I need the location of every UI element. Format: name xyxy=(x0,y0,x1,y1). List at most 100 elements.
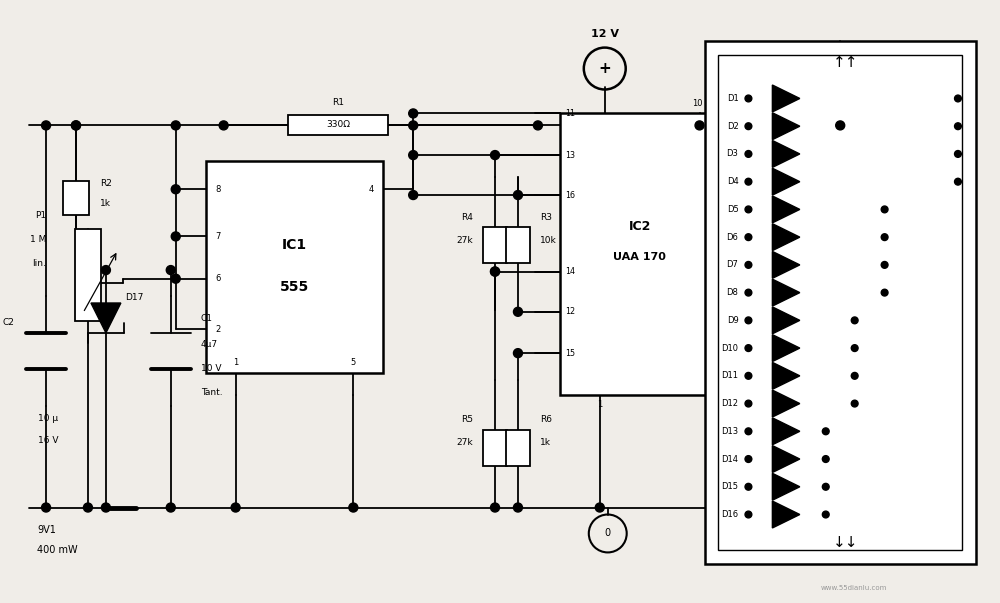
Text: 10k: 10k xyxy=(540,236,557,245)
Circle shape xyxy=(171,121,180,130)
Text: D17: D17 xyxy=(125,292,143,302)
Text: D14: D14 xyxy=(721,455,738,464)
Circle shape xyxy=(513,503,522,512)
Text: 5: 5 xyxy=(351,358,356,367)
Circle shape xyxy=(513,308,522,317)
Text: 400 mW: 400 mW xyxy=(37,546,78,555)
Circle shape xyxy=(409,191,418,200)
Polygon shape xyxy=(772,196,800,223)
Text: 8: 8 xyxy=(215,185,220,194)
Circle shape xyxy=(409,121,418,130)
Text: D1: D1 xyxy=(727,94,738,103)
Bar xyxy=(506,227,530,263)
Text: 10: 10 xyxy=(692,99,703,108)
Text: 1: 1 xyxy=(233,358,238,367)
Bar xyxy=(705,40,976,564)
Text: ↓↓: ↓↓ xyxy=(832,535,858,550)
Polygon shape xyxy=(772,224,800,251)
Text: D16: D16 xyxy=(721,510,738,519)
Text: IC1: IC1 xyxy=(282,238,307,252)
Circle shape xyxy=(745,95,752,102)
Text: 2: 2 xyxy=(705,306,710,315)
Text: 9V1: 9V1 xyxy=(37,525,56,535)
Polygon shape xyxy=(772,446,800,473)
Circle shape xyxy=(166,265,175,274)
Polygon shape xyxy=(772,362,800,390)
Circle shape xyxy=(42,121,51,130)
Circle shape xyxy=(745,151,752,157)
Text: D4: D4 xyxy=(727,177,738,186)
Text: 0: 0 xyxy=(605,528,611,538)
Bar xyxy=(560,113,719,395)
Bar xyxy=(288,115,388,136)
Circle shape xyxy=(219,121,228,130)
Polygon shape xyxy=(91,303,121,333)
Bar xyxy=(75,229,101,321)
Bar xyxy=(718,54,962,551)
Circle shape xyxy=(171,185,180,194)
Text: 16: 16 xyxy=(565,191,575,200)
Bar xyxy=(206,162,383,373)
Circle shape xyxy=(71,121,80,130)
Circle shape xyxy=(533,121,542,130)
Text: 13: 13 xyxy=(565,151,575,160)
Text: 10 μ: 10 μ xyxy=(38,414,58,423)
Circle shape xyxy=(745,428,752,435)
Text: D11: D11 xyxy=(721,371,738,380)
Circle shape xyxy=(491,151,500,160)
Text: 16 V: 16 V xyxy=(38,436,58,445)
Circle shape xyxy=(745,234,752,241)
Polygon shape xyxy=(772,390,800,417)
Circle shape xyxy=(745,484,752,490)
Text: R6: R6 xyxy=(540,415,552,425)
Text: 14: 14 xyxy=(565,267,575,276)
Circle shape xyxy=(745,456,752,463)
Text: P1: P1 xyxy=(35,210,46,219)
Circle shape xyxy=(745,262,752,268)
Text: 6: 6 xyxy=(705,375,710,384)
Polygon shape xyxy=(772,307,800,334)
Circle shape xyxy=(491,267,500,276)
Circle shape xyxy=(822,456,829,463)
Circle shape xyxy=(745,289,752,296)
Circle shape xyxy=(491,267,500,276)
Text: A: A xyxy=(729,168,736,177)
Circle shape xyxy=(745,317,752,324)
Circle shape xyxy=(171,232,180,241)
Circle shape xyxy=(409,151,418,160)
Text: 2: 2 xyxy=(215,325,220,334)
Circle shape xyxy=(595,503,604,512)
Circle shape xyxy=(822,484,829,490)
Bar xyxy=(506,430,530,466)
Text: R5: R5 xyxy=(461,415,473,425)
Circle shape xyxy=(42,503,51,512)
Circle shape xyxy=(955,151,961,157)
Circle shape xyxy=(745,123,752,130)
Polygon shape xyxy=(772,140,800,168)
Circle shape xyxy=(745,511,752,518)
Circle shape xyxy=(881,262,888,268)
Text: 5: 5 xyxy=(705,238,710,247)
Text: G: G xyxy=(729,272,736,281)
Text: IC2: IC2 xyxy=(628,219,651,233)
Circle shape xyxy=(881,289,888,296)
Text: 1 M: 1 M xyxy=(30,235,46,244)
Text: UAA 170: UAA 170 xyxy=(613,252,666,262)
Circle shape xyxy=(955,95,961,102)
Text: 4μ7: 4μ7 xyxy=(201,341,218,349)
Circle shape xyxy=(513,191,522,200)
Text: 1k: 1k xyxy=(100,199,111,207)
Circle shape xyxy=(695,121,704,130)
Polygon shape xyxy=(772,113,800,140)
Circle shape xyxy=(349,503,358,512)
Polygon shape xyxy=(772,335,800,362)
Text: 1: 1 xyxy=(597,400,602,409)
Bar xyxy=(483,227,507,263)
Circle shape xyxy=(491,503,500,512)
Polygon shape xyxy=(772,251,800,279)
Text: 4: 4 xyxy=(369,185,374,194)
Text: D6: D6 xyxy=(727,233,738,242)
Text: R2: R2 xyxy=(100,178,112,188)
Polygon shape xyxy=(772,85,800,112)
Text: lin.: lin. xyxy=(32,259,46,268)
